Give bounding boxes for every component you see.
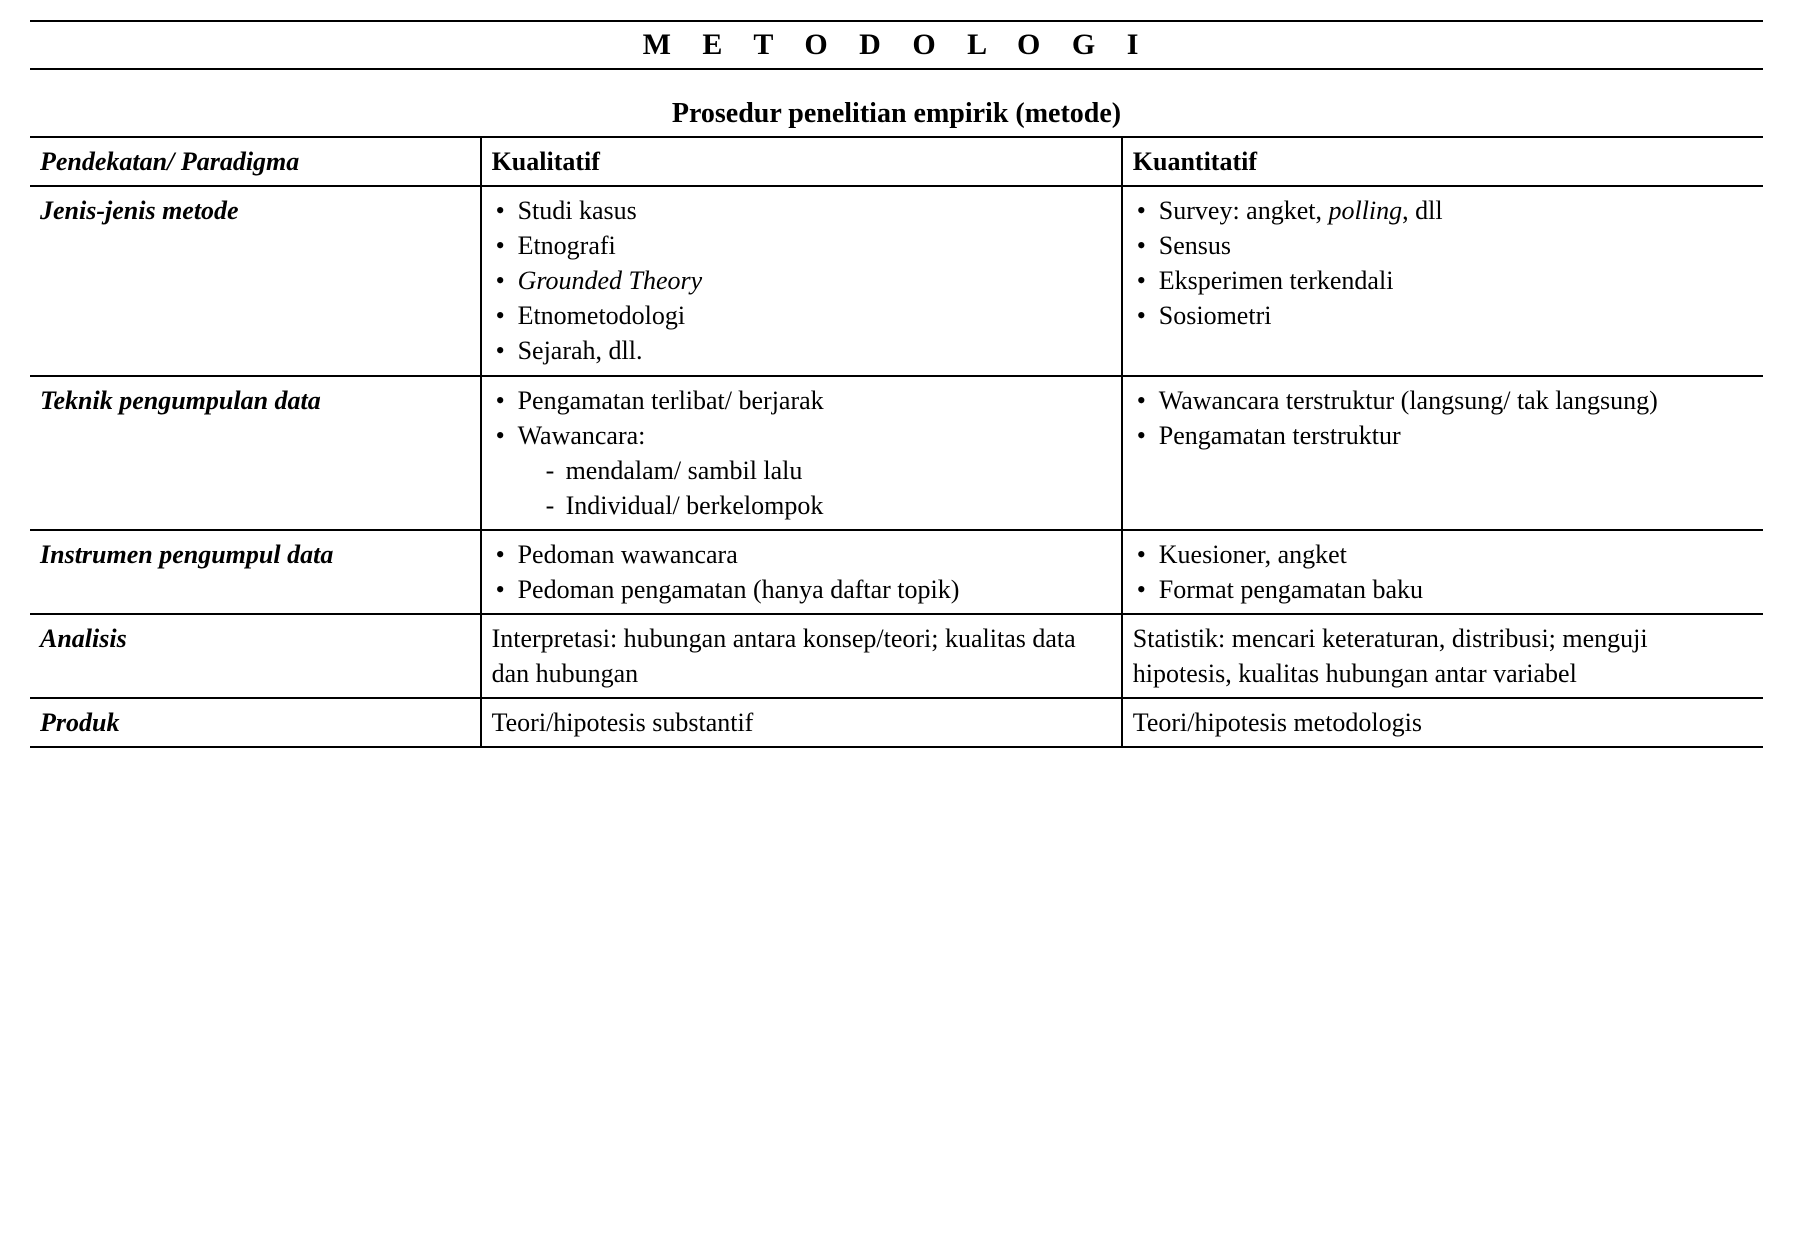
list-item-text: Sosiometri: [1159, 301, 1272, 330]
methodology-table: Pendekatan/ Paradigma Kualitatif Kuantit…: [30, 136, 1763, 748]
header-pendekatan-label: Pendekatan/ Paradigma: [40, 147, 299, 176]
page-title: M E T O D O L O G I: [30, 20, 1763, 70]
header-pendekatan: Pendekatan/ Paradigma: [30, 137, 481, 186]
row-analisis-label: Analisis: [40, 624, 127, 653]
list-item: Kuesioner, angket: [1133, 537, 1751, 572]
list-item: Pedoman pengamatan (hanya daftar topik): [492, 572, 1109, 607]
list-item-text-post: , dll: [1402, 196, 1442, 225]
instrumen-kuantitatif-list: Kuesioner, angket Format pengamatan baku: [1133, 537, 1751, 607]
teknik-kualitatif-list: Pengamatan terlibat/ berjarak Wawancara:…: [492, 383, 1109, 523]
list-item-text: Grounded Theory: [518, 266, 703, 295]
row-jenis-kualitatif: Studi kasus Etnografi Grounded Theory Et…: [481, 186, 1122, 375]
row-jenis-header: Jenis-jenis metode: [30, 186, 481, 375]
list-item: Pengamatan terlibat/ berjarak: [492, 383, 1109, 418]
row-jenis-kuantitatif: Survey: angket, polling, dll Sensus Eksp…: [1122, 186, 1763, 375]
cell-text: Statistik: mencari keteraturan, distribu…: [1133, 624, 1648, 688]
list-item-text: Etnografi: [518, 231, 616, 260]
list-item-text: Wawancara:: [518, 421, 646, 450]
list-item: Pedoman wawancara: [492, 537, 1109, 572]
row-produk-label: Produk: [40, 708, 119, 737]
list-item-text: Sensus: [1159, 231, 1231, 260]
row-produk-kuantitatif: Teori/hipotesis metodologis: [1122, 698, 1763, 747]
subtitle: Prosedur penelitian empirik (metode): [30, 98, 1763, 130]
list-item: Pengamatan terstruktur: [1133, 418, 1751, 453]
jenis-kuantitatif-list: Survey: angket, polling, dll Sensus Eksp…: [1133, 193, 1751, 333]
header-kualitatif-label: Kualitatif: [492, 147, 600, 176]
header-kuantitatif: Kuantitatif: [1122, 137, 1763, 186]
list-item: Grounded Theory: [492, 263, 1109, 298]
header-kualitatif: Kualitatif: [481, 137, 1122, 186]
list-item: Etnometodologi: [492, 298, 1109, 333]
row-jenis-label: Jenis-jenis metode: [40, 196, 239, 225]
cell-text: Interpretasi: hubungan antara konsep/teo…: [492, 624, 1076, 688]
row-teknik-header: Teknik pengumpulan data: [30, 376, 481, 530]
row-jenis: Jenis-jenis metode Studi kasus Etnografi…: [30, 186, 1763, 375]
list-item-text: Kuesioner, angket: [1159, 540, 1347, 569]
teknik-kualitatif-sublist: mendalam/ sambil lalu Individual/ berkel…: [518, 453, 1109, 523]
jenis-kualitatif-list: Studi kasus Etnografi Grounded Theory Et…: [492, 193, 1109, 368]
row-produk: Produk Teori/hipotesis substantif Teori/…: [30, 698, 1763, 747]
list-item-text: Wawancara terstruktur (langsung/ tak lan…: [1159, 386, 1658, 415]
list-item-text: Studi kasus: [518, 196, 637, 225]
row-teknik-label: Teknik pengumpulan data: [40, 386, 321, 415]
row-produk-header: Produk: [30, 698, 481, 747]
list-item: Sejarah, dll.: [492, 333, 1109, 368]
list-item-text: Format pengamatan baku: [1159, 575, 1423, 604]
sub-list-item: Individual/ berkelompok: [546, 488, 1109, 523]
row-instrumen-header: Instrumen pengumpul data: [30, 530, 481, 614]
table-header-row: Pendekatan/ Paradigma Kualitatif Kuantit…: [30, 137, 1763, 186]
sub-list-item: mendalam/ sambil lalu: [546, 453, 1109, 488]
instrumen-kualitatif-list: Pedoman wawancara Pedoman pengamatan (ha…: [492, 537, 1109, 607]
row-instrumen-kuantitatif: Kuesioner, angket Format pengamatan baku: [1122, 530, 1763, 614]
list-item-text: Sejarah, dll.: [518, 336, 643, 365]
row-teknik-kualitatif: Pengamatan terlibat/ berjarak Wawancara:…: [481, 376, 1122, 530]
list-item: Wawancara terstruktur (langsung/ tak lan…: [1133, 383, 1751, 418]
list-item-text: Pengamatan terstruktur: [1159, 421, 1401, 450]
list-item-text-pre: Survey: angket,: [1159, 196, 1329, 225]
list-item: Eksperimen terkendali: [1133, 263, 1751, 298]
row-analisis: Analisis Interpretasi: hubungan antara k…: [30, 614, 1763, 698]
list-item-text-italic: polling: [1328, 196, 1402, 225]
row-instrumen-kualitatif: Pedoman wawancara Pedoman pengamatan (ha…: [481, 530, 1122, 614]
row-analisis-header: Analisis: [30, 614, 481, 698]
list-item: Studi kasus: [492, 193, 1109, 228]
list-item: Survey: angket, polling, dll: [1133, 193, 1751, 228]
row-analisis-kualitatif: Interpretasi: hubungan antara konsep/teo…: [481, 614, 1122, 698]
list-item-text: Etnometodologi: [518, 301, 686, 330]
row-instrumen: Instrumen pengumpul data Pedoman wawanca…: [30, 530, 1763, 614]
list-item: Sosiometri: [1133, 298, 1751, 333]
row-teknik-kuantitatif: Wawancara terstruktur (langsung/ tak lan…: [1122, 376, 1763, 530]
list-item: Format pengamatan baku: [1133, 572, 1751, 607]
teknik-kuantitatif-list: Wawancara terstruktur (langsung/ tak lan…: [1133, 383, 1751, 453]
list-item: Sensus: [1133, 228, 1751, 263]
list-item-text: Eksperimen terkendali: [1159, 266, 1394, 295]
sub-list-text: mendalam/ sambil lalu: [566, 456, 803, 485]
header-kuantitatif-label: Kuantitatif: [1133, 147, 1257, 176]
row-analisis-kuantitatif: Statistik: mencari keteraturan, distribu…: [1122, 614, 1763, 698]
row-instrumen-label: Instrumen pengumpul data: [40, 540, 333, 569]
row-produk-kualitatif: Teori/hipotesis substantif: [481, 698, 1122, 747]
list-item-text: Pengamatan terlibat/ berjarak: [518, 386, 824, 415]
cell-text: Teori/hipotesis metodologis: [1133, 708, 1422, 737]
list-item-text: Pedoman pengamatan (hanya daftar topik): [518, 575, 960, 604]
list-item-text: Pedoman wawancara: [518, 540, 738, 569]
row-teknik: Teknik pengumpulan data Pengamatan terli…: [30, 376, 1763, 530]
sub-list-text: Individual/ berkelompok: [566, 491, 824, 520]
cell-text: Teori/hipotesis substantif: [492, 708, 754, 737]
list-item: Wawancara: mendalam/ sambil lalu Individ…: [492, 418, 1109, 523]
list-item: Etnografi: [492, 228, 1109, 263]
